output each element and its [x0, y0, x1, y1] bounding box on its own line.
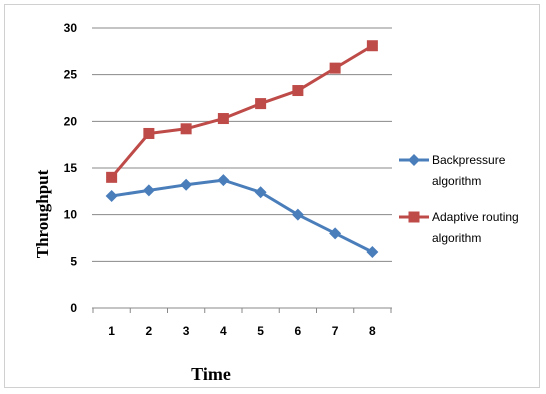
data-point — [254, 186, 267, 199]
data-point — [292, 85, 304, 97]
axes: 0 5 10 15 20 25 30 1 2 3 4 5 6 7 8 — [64, 21, 392, 338]
x-tick-label: 2 — [146, 324, 153, 338]
gridlines — [92, 27, 392, 262]
series-line — [111, 178, 374, 254]
x-tick-label: 3 — [183, 324, 190, 338]
data-point — [291, 208, 304, 221]
y-tick-label: 30 — [64, 21, 78, 35]
data-point — [105, 190, 118, 202]
data-point — [217, 113, 229, 125]
legend-marker — [408, 211, 420, 223]
data-point — [255, 98, 267, 110]
data-point — [329, 227, 342, 240]
legend-label-line: Backpressure — [432, 153, 506, 167]
legend-label: Adaptive routing algorithm — [432, 210, 519, 245]
data-point — [217, 174, 230, 187]
chart-frame — [4, 4, 540, 388]
data-point — [329, 62, 341, 74]
legend: Backpressure algorithm Adaptive routing alg… — [399, 153, 519, 245]
y-tick-label: 25 — [64, 68, 78, 82]
x-tick-label: 8 — [369, 324, 376, 338]
x-tick-label: 5 — [257, 324, 264, 338]
y-tick-label: 20 — [64, 114, 78, 128]
series — [105, 40, 379, 258]
data-point — [180, 123, 192, 135]
data-point — [180, 178, 193, 191]
legend-label: Backpressure algorithm — [432, 153, 506, 188]
x-tick-label: 4 — [220, 324, 227, 338]
legend-label-line: algorithm — [432, 174, 481, 188]
legend-label-line: Adaptive routing — [432, 210, 519, 224]
x-axis-title: Time — [191, 364, 231, 384]
legend-marker — [408, 154, 420, 166]
legend-label-line: algorithm — [432, 231, 481, 245]
data-point — [142, 184, 155, 197]
y-tick-label: 0 — [70, 301, 77, 315]
y-axis-title: Throughput — [33, 169, 52, 258]
data-point — [106, 171, 118, 183]
y-tick-label: 10 — [64, 208, 78, 222]
y-tick-label: 15 — [64, 161, 78, 175]
x-tick-label: 1 — [108, 324, 115, 338]
y-tick-label: 5 — [70, 254, 77, 268]
x-tick-label: 6 — [295, 324, 302, 338]
series-line — [110, 44, 374, 179]
data-point — [143, 127, 155, 139]
x-tick-label: 7 — [332, 324, 339, 338]
data-point — [366, 40, 378, 52]
data-point — [366, 246, 379, 258]
